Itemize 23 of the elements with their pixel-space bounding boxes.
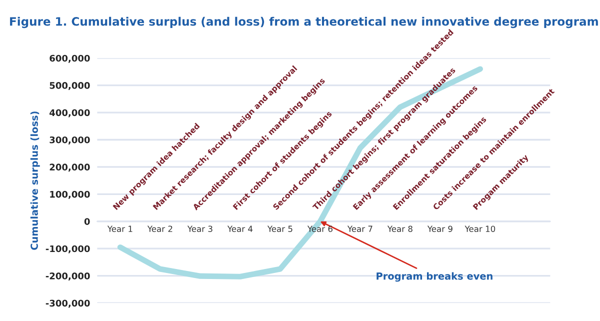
x-tick-label: Year 6 — [307, 226, 332, 232]
y-tick-label: 400,000 — [50, 109, 90, 118]
y-tick-label: -100,000 — [46, 245, 90, 254]
x-tick-label: Year 9 — [427, 226, 452, 232]
y-tick-label: -200,000 — [46, 272, 90, 281]
y-tick-label: -300,000 — [46, 300, 90, 308]
chart-title: Figure 1. Cumulative surplus (and loss) from a theoretical new innovative degree program — [10, 16, 598, 28]
y-tick-label: 0 — [84, 218, 90, 225]
x-tick-label: Year 4 — [227, 226, 253, 232]
x-tick-label: Year 10 — [464, 226, 496, 232]
x-tick-label: Year 2 — [147, 226, 172, 232]
y-axis-title: Cumulative surplus (loss) — [30, 112, 40, 250]
x-tick-label: Year 3 — [187, 226, 212, 232]
x-tick-label: Year 7 — [347, 226, 372, 232]
y-tick-label: 500,000 — [50, 82, 90, 90]
y-tick-label: 100,000 — [50, 190, 90, 199]
y-tick-label: 300,000 — [50, 136, 90, 144]
x-tick-label: Year 8 — [387, 226, 412, 232]
y-tick-label: 200,000 — [50, 164, 90, 172]
y-tick-label: 600,000 — [50, 54, 90, 63]
x-tick-label: Year 1 — [107, 226, 132, 232]
annotation: Program breaks even — [376, 272, 492, 282]
x-tick-label: Year 5 — [267, 226, 292, 232]
